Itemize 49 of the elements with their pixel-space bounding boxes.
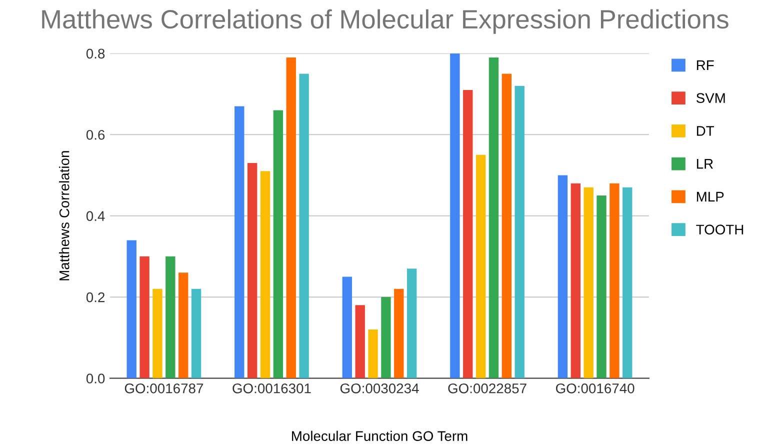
bar [514, 86, 524, 378]
y-tick-label: 0.6 [86, 130, 105, 140]
y-tick-label: 0.0 [86, 374, 105, 384]
bar [368, 330, 378, 378]
bar [610, 183, 620, 378]
x-tick-label: GO:0016740 [556, 383, 634, 394]
legend-label: RF [696, 60, 714, 70]
y-tick-label: 0.4 [86, 211, 105, 221]
bar [355, 305, 365, 378]
x-axis-title: Molecular Function GO Term [292, 430, 468, 441]
legend-label: DT [696, 126, 714, 136]
y-axis-title: Matthews Correlation [59, 151, 70, 280]
bar [622, 187, 632, 378]
bar [342, 276, 352, 378]
bar [381, 297, 391, 378]
y-tick-label: 0.2 [86, 292, 104, 302]
bar [140, 256, 150, 378]
bar [166, 256, 176, 378]
bar [260, 171, 270, 378]
bar [596, 196, 606, 378]
bar [152, 288, 162, 378]
bar [463, 90, 473, 378]
bar [286, 57, 296, 378]
bar [191, 288, 202, 378]
legend-label: LR [696, 159, 713, 169]
bar [273, 110, 284, 378]
bar [247, 163, 258, 378]
bar [126, 240, 136, 378]
bar [488, 57, 499, 378]
y-tick-label: 0.8 [86, 48, 105, 59]
bar [178, 272, 188, 378]
bar [584, 187, 594, 378]
x-tick-label: GO:0016787 [124, 383, 204, 394]
legend-label: SVM [696, 93, 725, 103]
x-tick-label: GO:0022857 [448, 383, 526, 394]
bar [570, 183, 581, 378]
chart-title: Matthews Correlations of Molecular Expression Predictions [42, 9, 728, 34]
bar [299, 74, 309, 378]
bar [394, 288, 404, 378]
x-tick-label: GO:0030234 [340, 383, 419, 394]
bar [450, 53, 460, 378]
bar [406, 268, 417, 378]
legend-label: MLP [696, 192, 724, 202]
bar [558, 175, 568, 378]
x-tick-label: GO:0016301 [232, 383, 311, 394]
legend-label: TOOTH [696, 224, 744, 235]
bar [476, 154, 486, 378]
bar [502, 74, 512, 378]
bar [234, 106, 244, 378]
